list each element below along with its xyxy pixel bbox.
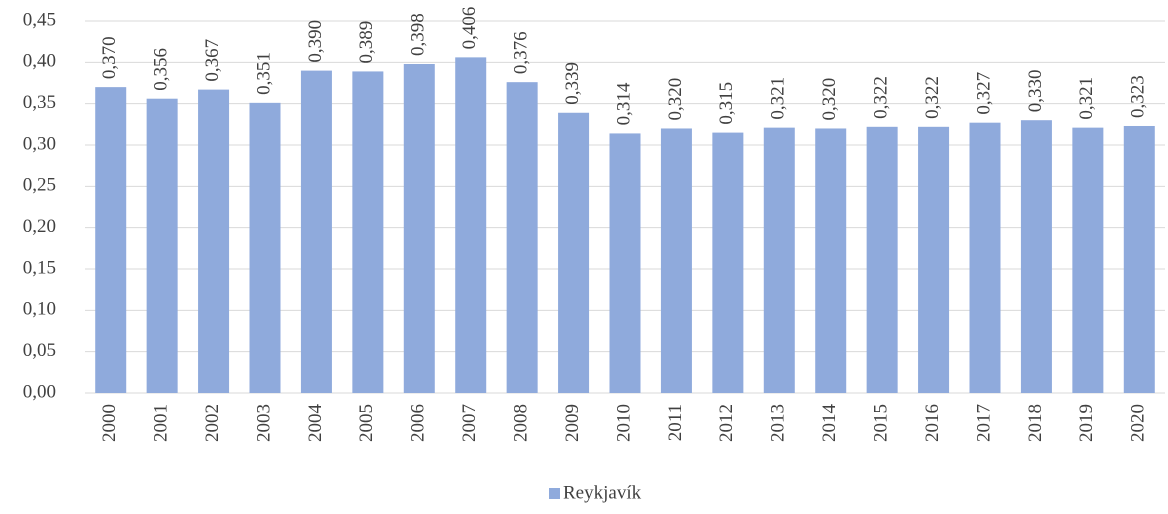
value-label: 0,322: [871, 76, 892, 119]
x-tick-label: 2005: [356, 404, 377, 442]
value-label: 0,330: [1025, 69, 1046, 112]
legend-swatch: [549, 488, 560, 499]
x-tick-label: 2007: [459, 404, 480, 442]
legend-label: Reykjavík: [563, 482, 642, 503]
x-tick-label: 2011: [665, 404, 686, 441]
x-tick-label: 2014: [819, 404, 840, 443]
y-tick-label: 0,20: [23, 216, 56, 237]
y-tick-label: 0,10: [23, 299, 56, 320]
value-label: 0,322: [922, 76, 943, 119]
x-tick-label: 2000: [99, 404, 120, 442]
x-tick-label: 2017: [973, 404, 994, 442]
value-label: 0,321: [1076, 77, 1097, 120]
bar: [558, 112, 590, 393]
bar: [455, 57, 487, 394]
value-label: 0,320: [819, 78, 840, 121]
x-tick-label: 2001: [151, 404, 172, 442]
bar: [712, 132, 744, 393]
bar: [198, 89, 230, 393]
x-tick-label: 2012: [716, 404, 737, 442]
y-tick-label: 0,05: [23, 340, 56, 361]
value-label: 0,323: [1128, 75, 1149, 118]
x-tick-label: 2020: [1128, 404, 1149, 442]
bar: [1020, 120, 1052, 393]
value-label: 0,356: [151, 48, 172, 91]
x-tick-label: 2015: [871, 404, 892, 442]
value-label: 0,314: [613, 82, 634, 125]
y-tick-label: 0,40: [23, 51, 56, 72]
x-tick-label: 2010: [613, 404, 634, 442]
bar: [352, 71, 384, 393]
bar: [403, 63, 435, 394]
bar: [1123, 125, 1155, 393]
value-label: 0,406: [459, 7, 480, 50]
y-tick-label: 0,25: [23, 175, 56, 196]
value-label: 0,315: [716, 82, 737, 125]
y-tick-label: 0,35: [23, 92, 56, 113]
y-tick-label: 0,00: [23, 381, 56, 402]
x-tick-label: 2003: [253, 404, 274, 442]
bar: [609, 133, 641, 393]
bar: [815, 128, 847, 393]
value-label: 0,320: [665, 78, 686, 121]
x-tick-label: 2002: [202, 404, 223, 442]
bar: [146, 98, 178, 393]
x-tick-label: 2016: [922, 404, 943, 442]
value-label: 0,389: [356, 21, 377, 64]
bar: [969, 122, 1001, 394]
bar: [300, 70, 332, 393]
bar: [918, 126, 950, 394]
x-tick-label: 2019: [1076, 404, 1097, 442]
value-label: 0,370: [99, 36, 120, 79]
value-label: 0,367: [202, 39, 223, 82]
value-label: 0,351: [253, 52, 274, 95]
x-tick-label: 2018: [1025, 404, 1046, 442]
x-tick-label: 2006: [408, 404, 429, 442]
bar: [249, 102, 281, 393]
value-label: 0,327: [973, 72, 994, 115]
x-tick-label: 2008: [511, 404, 532, 442]
value-label: 0,321: [768, 77, 789, 120]
bar: [660, 128, 692, 393]
bar: [763, 127, 795, 393]
bar: [95, 87, 127, 393]
y-tick-label: 0,45: [23, 9, 56, 30]
x-tick-label: 2004: [305, 404, 326, 443]
y-tick-label: 0,30: [23, 133, 56, 154]
x-tick-label: 2009: [562, 404, 583, 442]
bar: [866, 126, 898, 394]
y-tick-label: 0,15: [23, 257, 56, 278]
value-label: 0,376: [511, 31, 532, 74]
bar: [1072, 127, 1104, 393]
bar: [506, 82, 538, 393]
value-label: 0,339: [562, 62, 583, 105]
value-label: 0,398: [408, 13, 429, 56]
value-label: 0,390: [305, 20, 326, 63]
x-tick-label: 2013: [768, 404, 789, 442]
